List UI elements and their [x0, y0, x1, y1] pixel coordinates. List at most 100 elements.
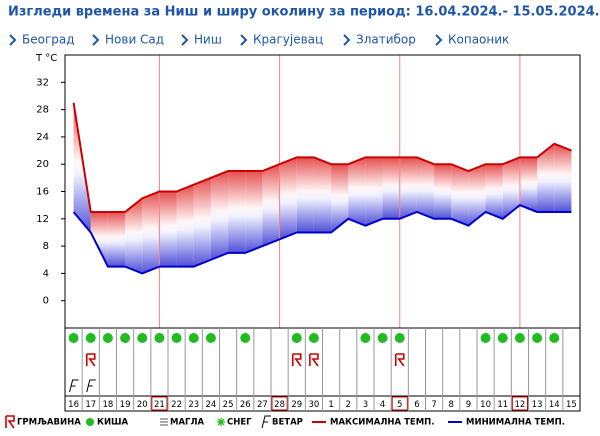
day-label: 27 — [257, 400, 268, 410]
day-label: 18 — [103, 400, 114, 410]
title: Изгледи времена за Ниш и ширу околину за… — [8, 5, 600, 20]
thunder-icon — [85, 353, 96, 367]
rain-icon — [291, 333, 302, 343]
rain-icon — [480, 333, 491, 343]
temp-line — [72, 204, 572, 275]
temp-band — [365, 157, 383, 226]
temp-band — [519, 157, 538, 212]
y-tick-label: 28 — [36, 105, 49, 116]
thunder-icon — [309, 353, 319, 367]
rain-icon — [85, 333, 96, 343]
temp-line — [72, 102, 572, 213]
day-label: 23 — [188, 400, 199, 410]
rain-icon — [137, 333, 148, 343]
legend-label: СНЕГ — [227, 418, 252, 428]
temp-band — [193, 177, 211, 267]
day-label: 21 — [154, 400, 165, 410]
nav-arrow — [435, 34, 443, 46]
day-label: 8 — [449, 400, 454, 410]
day-label: 24 — [206, 400, 217, 410]
nav-link[interactable]: Ниш — [194, 33, 222, 47]
day-label: 30 — [309, 400, 320, 410]
temp-band — [485, 164, 503, 219]
day-label: 28 — [274, 400, 285, 410]
legend-snow — [217, 418, 225, 426]
nav-arrow — [9, 34, 17, 46]
legend-label: МАКСИМАЛНА ТЕМП. — [330, 418, 435, 428]
temp-band — [348, 157, 366, 226]
rain-icon — [240, 333, 251, 343]
temp-band — [296, 157, 314, 233]
rain-icon — [360, 333, 371, 343]
thunder-icon — [291, 353, 302, 367]
legend-label: КИША — [97, 418, 129, 428]
rain-icon — [497, 333, 508, 343]
legend-label: ВЕТАР — [272, 418, 303, 428]
thunder-icon — [394, 353, 405, 367]
temp-band — [210, 171, 229, 260]
y-tick-label: 0 — [43, 296, 49, 307]
day-box — [511, 396, 528, 411]
nav-link[interactable]: Нови Сад — [105, 33, 164, 47]
day-label: 20 — [137, 400, 148, 410]
y-tick-label: 20 — [36, 159, 49, 170]
legend-wind — [261, 415, 271, 429]
temp-band — [434, 164, 452, 219]
legend-label: МАГЛА — [170, 418, 205, 428]
temp-band — [176, 184, 194, 267]
temp-band — [279, 157, 297, 240]
nav-arrow — [92, 34, 100, 46]
rain-icon — [394, 333, 405, 343]
rain-icon — [308, 333, 319, 343]
day-label: 6 — [414, 400, 419, 410]
nav-arrow — [240, 34, 248, 46]
legend-rain — [86, 418, 94, 426]
day-label: 5 — [397, 400, 402, 410]
nav-link[interactable]: Златибор — [356, 33, 416, 47]
rain-icon — [102, 333, 113, 343]
day-label: 19 — [120, 400, 131, 410]
y-tick-label: 16 — [36, 187, 49, 198]
temp-band — [502, 157, 520, 219]
temp-band — [382, 157, 400, 219]
y-tick-label: 12 — [36, 214, 49, 225]
temp-band — [554, 143, 572, 212]
nav-arrow — [343, 34, 351, 46]
legend-thunder — [5, 415, 15, 429]
rain-icon — [154, 333, 165, 343]
rain-icon — [188, 333, 199, 343]
y-tick-label: 24 — [36, 132, 49, 143]
nav-link[interactable]: Копаоник — [448, 33, 509, 47]
temp-band — [228, 171, 246, 253]
day-label: 22 — [171, 400, 182, 410]
day-label: 14 — [549, 400, 560, 410]
day-label: 29 — [291, 400, 302, 410]
day-label: 11 — [497, 400, 508, 410]
temp-band — [331, 164, 349, 233]
day-label: 7 — [431, 400, 436, 410]
nav-link[interactable]: Крагујевац — [253, 33, 323, 47]
wind-icon — [69, 379, 79, 393]
wind-icon — [86, 379, 96, 393]
day-label: 1 — [328, 400, 333, 410]
day-box — [151, 396, 168, 411]
rain-icon — [68, 333, 79, 343]
day-label: 12 — [515, 400, 526, 410]
rain-icon — [171, 333, 182, 343]
rain-icon — [120, 333, 131, 343]
day-box — [271, 396, 288, 411]
nav-link[interactable]: Београд — [22, 33, 75, 47]
nav-arrow — [181, 34, 189, 46]
rain-icon — [549, 333, 560, 343]
day-label: 25 — [223, 400, 234, 410]
rain-icon — [532, 333, 543, 343]
temp-band — [107, 211, 126, 267]
day-label: 15 — [566, 400, 577, 410]
day-label: 4 — [380, 400, 385, 410]
day-label: 10 — [480, 400, 491, 410]
legend-fog — [160, 418, 168, 426]
day-label: 13 — [532, 400, 543, 410]
temp-band — [245, 171, 263, 253]
day-label: 2 — [346, 400, 351, 410]
legend-label: ГРМЉАВИНА — [17, 418, 81, 428]
